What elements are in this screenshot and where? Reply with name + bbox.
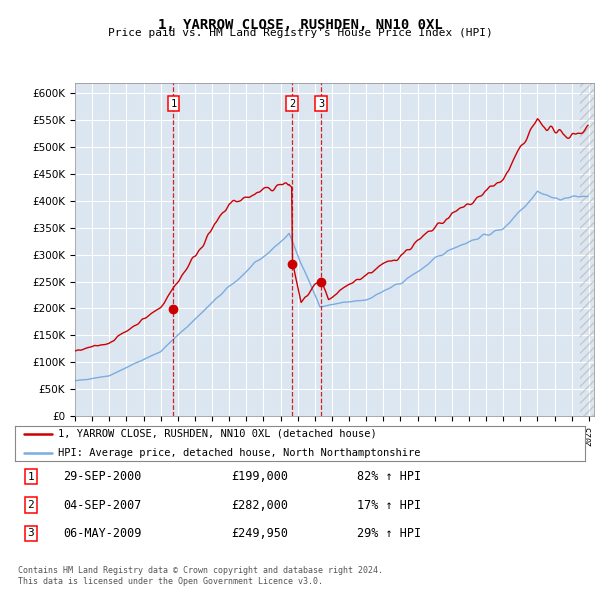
Text: This data is licensed under the Open Government Licence v3.0.: This data is licensed under the Open Gov… [18,577,323,586]
Text: 06-MAY-2009: 06-MAY-2009 [64,527,142,540]
Text: £249,950: £249,950 [232,527,289,540]
Text: 1: 1 [170,99,176,109]
Text: £199,000: £199,000 [232,470,289,483]
Text: £282,000: £282,000 [232,499,289,512]
Text: 1: 1 [28,472,34,481]
Text: 04-SEP-2007: 04-SEP-2007 [64,499,142,512]
Text: 29-SEP-2000: 29-SEP-2000 [64,470,142,483]
Text: Price paid vs. HM Land Registry's House Price Index (HPI): Price paid vs. HM Land Registry's House … [107,28,493,38]
Bar [580,83,600,416]
Text: 2: 2 [289,99,295,109]
Text: HPI: Average price, detached house, North Northamptonshire: HPI: Average price, detached house, Nort… [58,448,420,457]
Text: 29% ↑ HPI: 29% ↑ HPI [357,527,421,540]
Text: 3: 3 [318,99,324,109]
Text: 82% ↑ HPI: 82% ↑ HPI [357,470,421,483]
Text: Contains HM Land Registry data © Crown copyright and database right 2024.: Contains HM Land Registry data © Crown c… [18,566,383,575]
Text: 17% ↑ HPI: 17% ↑ HPI [357,499,421,512]
Text: 1, YARROW CLOSE, RUSHDEN, NN10 0XL: 1, YARROW CLOSE, RUSHDEN, NN10 0XL [158,18,442,32]
Text: 3: 3 [28,529,34,538]
Text: 1, YARROW CLOSE, RUSHDEN, NN10 0XL (detached house): 1, YARROW CLOSE, RUSHDEN, NN10 0XL (deta… [58,429,377,439]
Text: 2: 2 [28,500,34,510]
